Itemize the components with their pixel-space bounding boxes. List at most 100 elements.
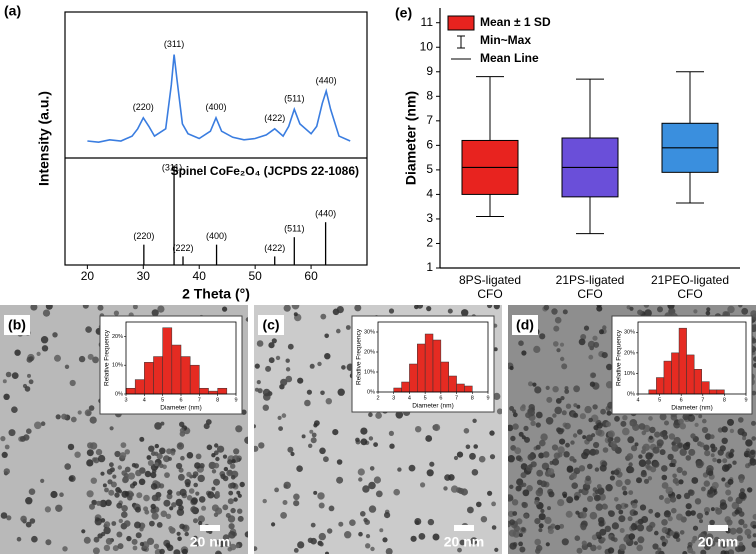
particle — [281, 413, 287, 418]
particle — [78, 355, 86, 363]
particle — [713, 536, 720, 543]
particle — [511, 499, 519, 506]
particle — [132, 481, 138, 486]
particle — [89, 503, 95, 510]
histogram-bar — [417, 343, 426, 393]
particle — [307, 537, 314, 543]
y-tick-label: 10 — [420, 39, 434, 53]
particle — [277, 415, 282, 420]
particle — [659, 413, 667, 421]
particle — [602, 504, 608, 510]
particle — [36, 351, 41, 356]
y-axis-label: Relative Frequency — [104, 329, 111, 386]
particle — [179, 428, 185, 433]
particle — [135, 532, 142, 539]
particle — [287, 343, 294, 350]
particle — [213, 462, 220, 469]
particle — [297, 541, 305, 549]
particle — [368, 481, 376, 490]
particle — [520, 472, 527, 479]
particle — [605, 381, 614, 389]
reference-label: (311) — [162, 162, 182, 172]
x-axis-label: Diameter (nm) — [160, 405, 202, 412]
particle — [127, 472, 135, 480]
particle — [2, 379, 7, 384]
histogram-bar — [424, 333, 434, 393]
particle — [415, 426, 422, 433]
particle — [652, 461, 660, 468]
particle — [332, 429, 339, 436]
particle — [661, 482, 669, 489]
particle — [636, 524, 645, 532]
particle — [592, 335, 598, 341]
particle — [715, 507, 723, 515]
particle — [572, 433, 578, 438]
particle — [265, 365, 272, 372]
particle — [358, 531, 363, 537]
particle — [712, 457, 717, 463]
particle — [525, 412, 532, 419]
particle — [551, 444, 559, 451]
particle — [716, 458, 722, 464]
particle — [515, 455, 522, 461]
particle — [59, 492, 64, 498]
particle — [360, 511, 366, 517]
particle — [117, 465, 123, 470]
particle — [561, 363, 568, 370]
particle — [588, 354, 594, 360]
y-tick-label: 7 — [426, 113, 433, 127]
particle — [159, 548, 165, 554]
x-tick-label: 20 — [81, 269, 95, 283]
particle — [606, 363, 613, 371]
particle — [645, 464, 650, 469]
particle — [750, 310, 756, 318]
particle — [631, 502, 638, 509]
particle — [512, 511, 518, 516]
particle — [559, 342, 565, 347]
particle — [648, 416, 653, 421]
particle — [657, 547, 662, 552]
particle — [179, 421, 185, 427]
particle — [34, 421, 42, 430]
particle — [94, 518, 103, 526]
particle — [124, 466, 131, 473]
particle — [318, 532, 326, 541]
particle — [508, 424, 514, 432]
particle — [179, 488, 187, 496]
particle — [622, 490, 628, 496]
particle — [132, 305, 138, 310]
particle — [152, 469, 157, 474]
particle — [719, 502, 728, 510]
particle — [614, 497, 619, 502]
particle — [738, 519, 745, 526]
particle — [420, 482, 426, 488]
particle — [61, 413, 68, 420]
particle — [453, 455, 459, 461]
particle — [97, 305, 104, 311]
particle — [11, 372, 19, 379]
particle — [690, 433, 696, 439]
particle — [220, 473, 226, 480]
particle — [725, 489, 732, 496]
particle — [233, 448, 240, 455]
particle — [719, 445, 726, 452]
particle — [151, 309, 159, 317]
particle — [751, 541, 756, 548]
particle — [579, 413, 587, 420]
particle — [138, 478, 146, 486]
particle — [262, 498, 267, 504]
particle — [41, 345, 49, 352]
particle — [656, 439, 664, 447]
legend-label: Min~Max — [480, 33, 531, 47]
particle — [469, 452, 476, 460]
particle — [218, 540, 226, 548]
particle — [704, 543, 711, 551]
particle — [157, 305, 165, 313]
particle — [40, 421, 46, 427]
particle — [388, 308, 395, 314]
particle — [704, 433, 712, 440]
particle — [604, 525, 611, 532]
particle — [92, 356, 99, 364]
particle — [245, 317, 248, 322]
particle — [709, 493, 714, 498]
